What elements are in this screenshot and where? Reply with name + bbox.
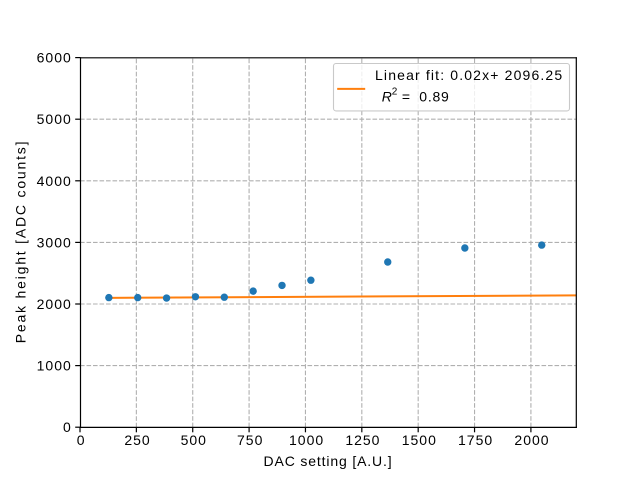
svg-text:0.89: 0.89 <box>419 88 449 104</box>
svg-text:0: 0 <box>77 432 86 448</box>
svg-text:R: R <box>382 88 393 104</box>
svg-text:1000: 1000 <box>37 358 72 374</box>
svg-text:2000: 2000 <box>514 432 549 448</box>
svg-text:1500: 1500 <box>402 432 437 448</box>
svg-text:6000: 6000 <box>37 50 72 66</box>
svg-text:1750: 1750 <box>458 432 493 448</box>
svg-text:Linear fit: 0.02x+ 2096.25: Linear fit: 0.02x+ 2096.25 <box>375 67 563 83</box>
svg-text:Peak height [ADC counts]: Peak height [ADC counts] <box>13 140 29 344</box>
svg-text:2: 2 <box>392 87 398 98</box>
svg-text:2000: 2000 <box>37 296 72 312</box>
svg-text:1250: 1250 <box>345 432 380 448</box>
svg-text:500: 500 <box>181 432 207 448</box>
svg-text:750: 750 <box>237 432 263 448</box>
svg-text:3000: 3000 <box>37 234 72 250</box>
svg-text:250: 250 <box>124 432 150 448</box>
svg-text:=: = <box>402 88 411 104</box>
svg-text:1000: 1000 <box>289 432 324 448</box>
svg-text:DAC setting [A.U.]: DAC setting [A.U.] <box>264 453 393 469</box>
svg-text:4000: 4000 <box>37 173 72 189</box>
svg-text:0: 0 <box>63 419 72 435</box>
svg-text:5000: 5000 <box>37 111 72 127</box>
